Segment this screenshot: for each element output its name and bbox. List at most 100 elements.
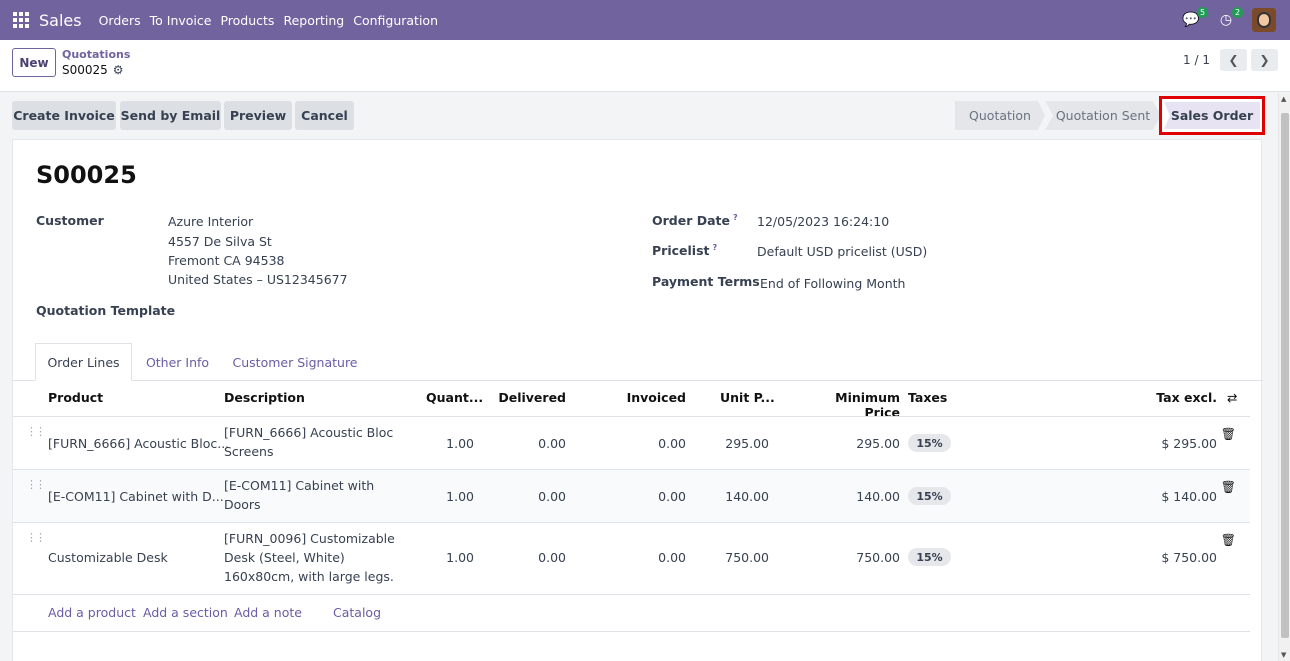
col-tax-excl[interactable]: Tax excl. (1156, 390, 1217, 405)
row-minimum-price[interactable]: 140.00 (856, 489, 900, 504)
col-invoiced[interactable]: Invoiced (626, 390, 686, 405)
menu-to-invoice[interactable]: To Invoice (149, 12, 212, 28)
menu-orders[interactable]: Orders (98, 12, 141, 28)
payment-terms-field[interactable]: End of Following Month (760, 276, 906, 291)
drag-handle-icon[interactable]: ⋮⋮ (26, 478, 46, 491)
col-delivered[interactable]: Delivered (498, 390, 566, 405)
row-delivered: 0.00 (538, 489, 566, 504)
control-panel: New Quotations S00025 ⚙ 1 / 1 ❮ ❯ (0, 40, 1290, 92)
menu-reporting[interactable]: Reporting (283, 12, 345, 28)
catalog-link[interactable]: Catalog (333, 605, 382, 620)
help-icon[interactable]: ? (712, 243, 718, 252)
pricelist-field[interactable]: Default USD pricelist (USD) (757, 244, 928, 259)
activities-badge: 2 (1232, 7, 1243, 18)
table-row[interactable]: ⋮⋮ Customizable Desk [FURN_0096] Customi… (13, 523, 1250, 594)
tab-order-lines[interactable]: Order Lines (35, 343, 132, 381)
gear-icon[interactable]: ⚙ (112, 63, 124, 77)
messages-badge: 5 (1197, 7, 1208, 18)
trash-icon[interactable]: 🗑 (1220, 427, 1236, 441)
row-minimum-price[interactable]: 750.00 (856, 550, 900, 565)
header-divider (13, 416, 1250, 417)
row-unit-price[interactable]: 295.00 (725, 436, 769, 451)
col-quantity[interactable]: Quant... (426, 390, 484, 405)
create-invoice-button[interactable]: Create Invoice (12, 101, 116, 130)
quotation-template-label: Quotation Template (36, 303, 176, 318)
trash-icon[interactable]: 🗑 (1220, 533, 1236, 547)
preview-button[interactable]: Preview (224, 101, 292, 130)
row-invoiced: 0.00 (658, 489, 686, 504)
row-subtotal: $ 750.00 (1161, 550, 1217, 565)
app-menu-icon[interactable] (13, 12, 29, 28)
stage-quotation-sent[interactable]: Quotation Sent (1045, 101, 1161, 130)
tab-other-info[interactable]: Other Info (145, 354, 210, 370)
row-description[interactable]: [FURN_6666] Acoustic Bloc Screens (224, 423, 393, 461)
row-tax-badge[interactable]: 15% (908, 487, 951, 505)
row-quantity[interactable]: 1.00 (446, 436, 474, 451)
row-quantity[interactable]: 1.00 (446, 489, 474, 504)
row-description[interactable]: [E-COM11] Cabinet with Doors (224, 476, 374, 514)
row-invoiced: 0.00 (658, 436, 686, 451)
pager-value[interactable]: 1 / 1 (1183, 53, 1210, 67)
new-button[interactable]: New (12, 48, 56, 77)
trash-icon[interactable]: 🗑 (1220, 480, 1236, 494)
row-description[interactable]: [FURN_0096] Customizable Desk (Steel, Whi… (224, 529, 395, 586)
user-avatar[interactable] (1252, 8, 1276, 32)
row-unit-price[interactable]: 140.00 (725, 489, 769, 504)
pricelist-label: Pricelist? (652, 243, 717, 258)
row-delivered: 0.00 (538, 550, 566, 565)
send-by-email-button[interactable]: Send by Email (120, 101, 221, 130)
stage-quotation[interactable]: Quotation (955, 101, 1045, 130)
scrollbar-thumb[interactable] (1281, 113, 1289, 638)
add-product-link[interactable]: Add a product (48, 605, 136, 620)
pager-previous-icon[interactable]: ❮ (1220, 49, 1247, 71)
cancel-button[interactable]: Cancel (295, 101, 354, 130)
stage-sales-order[interactable]: Sales Order (1164, 102, 1260, 129)
row-delivered: 0.00 (538, 436, 566, 451)
help-icon[interactable]: ? (733, 213, 738, 222)
breadcrumb-parent[interactable]: Quotations (62, 48, 131, 61)
col-product[interactable]: Product (48, 390, 104, 405)
row-quantity[interactable]: 1.00 (446, 550, 474, 565)
row-product[interactable]: [E-COM11] Cabinet with D... (48, 489, 224, 504)
tab-customer-signature[interactable]: Customer Signature (232, 354, 358, 370)
col-taxes[interactable]: Taxes (908, 390, 948, 405)
top-navbar: Sales Orders To Invoice Products Reporti… (0, 0, 1290, 40)
drag-handle-icon[interactable]: ⋮⋮ (26, 425, 46, 438)
row-subtotal: $ 140.00 (1161, 489, 1217, 504)
drag-handle-icon[interactable]: ⋮⋮ (26, 531, 46, 544)
scroll-down-icon[interactable]: ▼ (1281, 651, 1287, 659)
order-title: S00025 (36, 161, 137, 189)
row-minimum-price[interactable]: 295.00 (856, 436, 900, 451)
row-product[interactable]: Customizable Desk (48, 550, 168, 565)
col-description[interactable]: Description (224, 390, 305, 405)
column-settings-icon[interactable]: ⇄ (1227, 390, 1238, 405)
breadcrumb-current-label: S00025 (62, 63, 108, 77)
page-scrollbar[interactable]: ▲ ▼ (1278, 93, 1290, 661)
address-line-2: Fremont CA 94538 (168, 253, 285, 268)
customer-name-link[interactable]: Azure Interior (168, 214, 254, 229)
row-tax-badge[interactable]: 15% (908, 548, 951, 566)
app-name[interactable]: Sales (39, 10, 82, 30)
col-unit-price[interactable]: Unit P... (720, 390, 775, 405)
order-date-field[interactable]: 12/05/2023 16:24:10 (757, 214, 890, 229)
messages-icon[interactable]: 💬 5 (1182, 7, 1208, 29)
row-description-line: [FURN_0096] Customizable (224, 531, 395, 546)
add-note-link[interactable]: Add a note (234, 605, 302, 620)
pager-next-icon[interactable]: ❯ (1251, 49, 1278, 71)
breadcrumb-current: S00025 ⚙ (62, 63, 124, 77)
add-section-link[interactable]: Add a section (143, 605, 228, 620)
activities-clock-icon[interactable]: ◷ 2 (1217, 7, 1243, 29)
table-row[interactable]: ⋮⋮ [FURN_6666] Acoustic Bloc... [FURN_66… (13, 417, 1250, 469)
menu-products[interactable]: Products (220, 12, 275, 28)
customer-label: Customer (36, 213, 104, 228)
table-bottom-divider (13, 631, 1250, 632)
order-date-label: Order Date? (652, 213, 738, 228)
table-row[interactable]: ⋮⋮ [E-COM11] Cabinet with D... [E-COM11]… (13, 470, 1250, 522)
stage-sales-order-highlight: Sales Order (1159, 96, 1265, 135)
row-tax-badge[interactable]: 15% (908, 434, 951, 452)
row-unit-price[interactable]: 750.00 (725, 550, 769, 565)
menu-configuration[interactable]: Configuration (353, 12, 439, 28)
row-description-line: 160x80cm, with large legs. (224, 569, 394, 584)
row-product[interactable]: [FURN_6666] Acoustic Bloc... (48, 436, 230, 451)
scroll-up-icon[interactable]: ▲ (1281, 95, 1287, 103)
